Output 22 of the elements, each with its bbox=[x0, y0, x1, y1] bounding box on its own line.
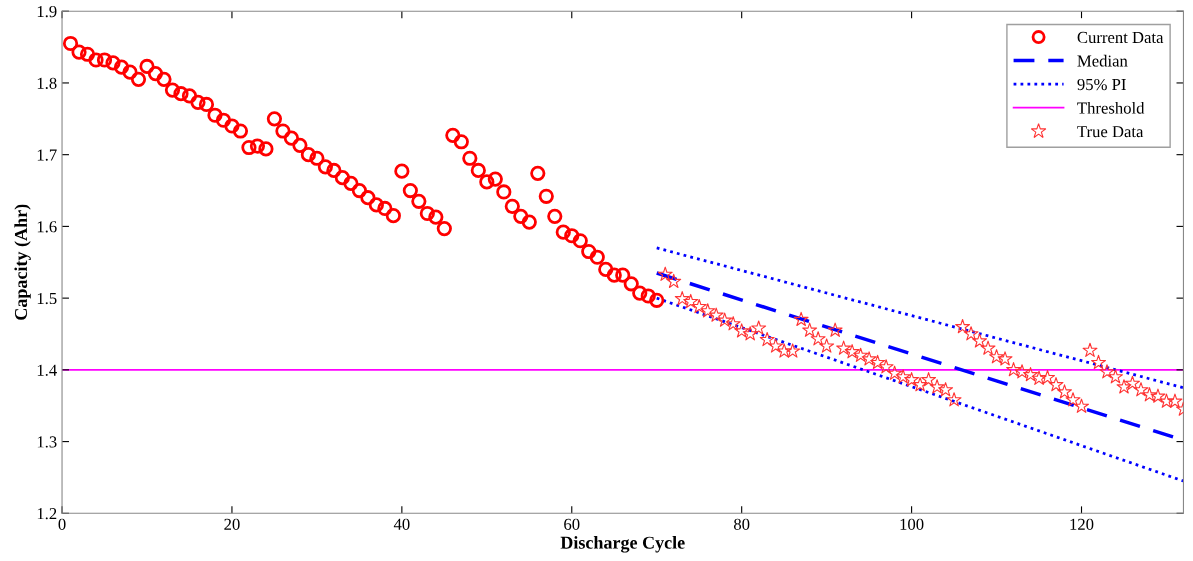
legend-label: 95% PI bbox=[1077, 78, 1126, 91]
x-tick-label: 100 bbox=[900, 518, 924, 530]
y-tick-label: 1.7 bbox=[37, 149, 57, 161]
y-tick-label: 1.6 bbox=[37, 221, 57, 233]
y-tick-label: 1.4 bbox=[37, 364, 57, 376]
y-tick-label: 1.8 bbox=[37, 77, 57, 89]
y-tick-label: 1.3 bbox=[37, 436, 57, 448]
legend-label: Median bbox=[1077, 54, 1128, 67]
x-tick-label: 0 bbox=[58, 518, 66, 530]
y-tick-label: 1.9 bbox=[37, 5, 57, 18]
x-tick-label: 60 bbox=[564, 518, 580, 530]
x-tick-label: 40 bbox=[393, 518, 410, 530]
legend-label: True Data bbox=[1077, 126, 1144, 138]
y-tick-label: 1.5 bbox=[37, 292, 57, 305]
legend-label: Threshold bbox=[1077, 101, 1145, 114]
y-tick-label: 1.2 bbox=[37, 508, 57, 520]
x-tick-label: 80 bbox=[733, 518, 750, 530]
y-axis-title: Capacity (Ahr) bbox=[14, 204, 31, 320]
x-axis-title: Discharge Cycle bbox=[560, 536, 685, 553]
x-tick-label: 20 bbox=[224, 518, 240, 530]
x-tick-label: 120 bbox=[1070, 518, 1094, 530]
legend-label: Current Data bbox=[1077, 31, 1164, 44]
